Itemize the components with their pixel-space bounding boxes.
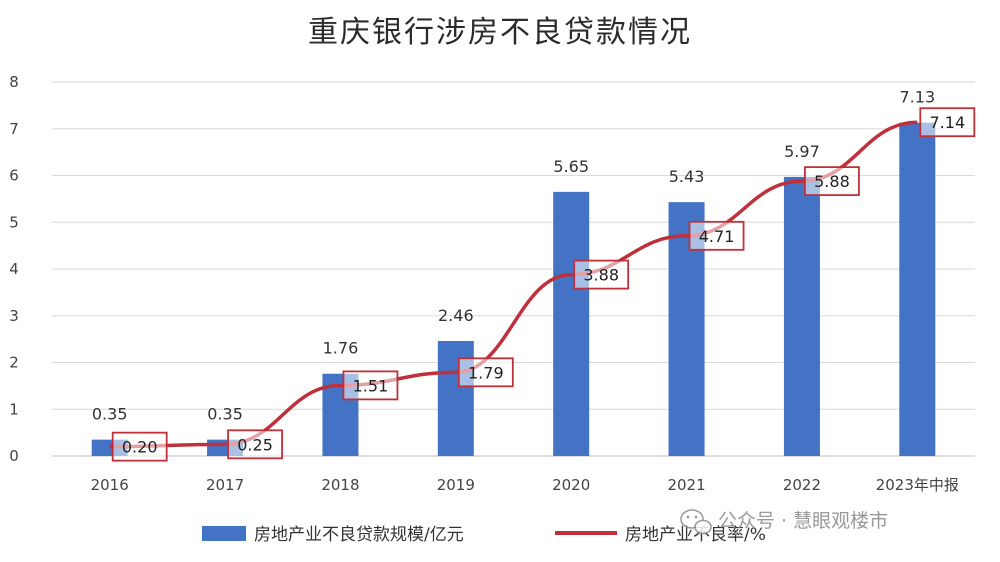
line-value-labels: 0.20 0.25 1.51 1.79 3.88 4.71 5.88 7.14 xyxy=(111,107,976,462)
x-tick-label: 2020 xyxy=(552,476,590,494)
y-tick-label: 0 xyxy=(9,447,19,465)
line-label-box xyxy=(342,370,399,401)
line-value-label: 0.25 xyxy=(237,435,273,454)
bar xyxy=(899,122,936,457)
x-tick-label: 2016 xyxy=(91,476,129,494)
y-tick-label: 2 xyxy=(9,354,19,372)
line-label-box xyxy=(919,107,976,138)
y-tick-label: 4 xyxy=(9,260,19,278)
grid xyxy=(52,81,975,457)
y-tick-label: 8 xyxy=(9,73,19,91)
x-tick-label: 2022 xyxy=(783,476,821,494)
watermark-text: 公众号 · 慧眼观楼市 xyxy=(718,510,888,532)
wechat-icon xyxy=(680,509,712,535)
bar-value-label: 0.35 xyxy=(207,405,243,424)
bar-value-label: 1.76 xyxy=(323,339,359,358)
line-value-label: 4.71 xyxy=(699,227,735,246)
line-value-label: 3.88 xyxy=(583,266,619,285)
x-tick-label: 2019 xyxy=(437,476,475,494)
line-value-label: 7.14 xyxy=(930,113,966,132)
line-value-label: 5.88 xyxy=(814,172,850,191)
x-axis-ticks: 2016 2017 2018 2019 2020 2021 2022 2023年中报 xyxy=(91,476,959,494)
line-label-box xyxy=(457,357,514,388)
x-tick-label: 2023年中报 xyxy=(876,476,959,494)
x-tick-label: 2017 xyxy=(206,476,244,494)
legend: 房地产业不良贷款规模/亿元 房地产业不良率/% xyxy=(202,525,766,545)
bar-value-label: 7.13 xyxy=(900,88,936,107)
y-tick-label: 7 xyxy=(9,120,19,138)
y-tick-label: 1 xyxy=(9,400,19,418)
line-label-box xyxy=(688,220,745,251)
watermark: 公众号 · 慧眼观楼市 xyxy=(680,509,888,535)
bar xyxy=(783,176,820,456)
chart-title: 重庆银行涉房不良贷款情况 xyxy=(308,15,692,50)
bar xyxy=(553,191,590,457)
bar-value-label: 2.46 xyxy=(438,306,474,325)
y-tick-label: 3 xyxy=(9,307,19,325)
line-label-box xyxy=(804,166,860,197)
legend-bar-label: 房地产业不良贷款规模/亿元 xyxy=(254,525,464,545)
bar-value-label: 5.97 xyxy=(784,142,820,161)
line-value-label: 1.51 xyxy=(353,376,389,395)
x-tick-label: 2021 xyxy=(667,476,705,494)
line-value-label: 1.79 xyxy=(468,363,504,382)
bar-value-label: 5.43 xyxy=(669,167,705,186)
legend-bar-swatch xyxy=(202,526,246,541)
bar-value-label: 5.65 xyxy=(553,157,589,176)
legend-line-label: 房地产业不良率/% xyxy=(625,525,766,545)
bar-value-labels: 0.35 0.35 1.76 2.46 5.65 5.43 5.97 7.13 xyxy=(92,88,935,424)
y-tick-label: 6 xyxy=(9,167,19,185)
x-tick-label: 2018 xyxy=(321,476,359,494)
line-value-label: 0.20 xyxy=(122,438,158,457)
line-label-box xyxy=(227,429,283,460)
y-tick-label: 5 xyxy=(9,213,19,231)
bar-value-label: 0.35 xyxy=(92,405,128,424)
line-label-box xyxy=(573,259,630,290)
y-axis-ticks: 0 1 2 3 4 5 6 7 8 xyxy=(9,73,19,465)
line-label-box xyxy=(111,431,168,462)
